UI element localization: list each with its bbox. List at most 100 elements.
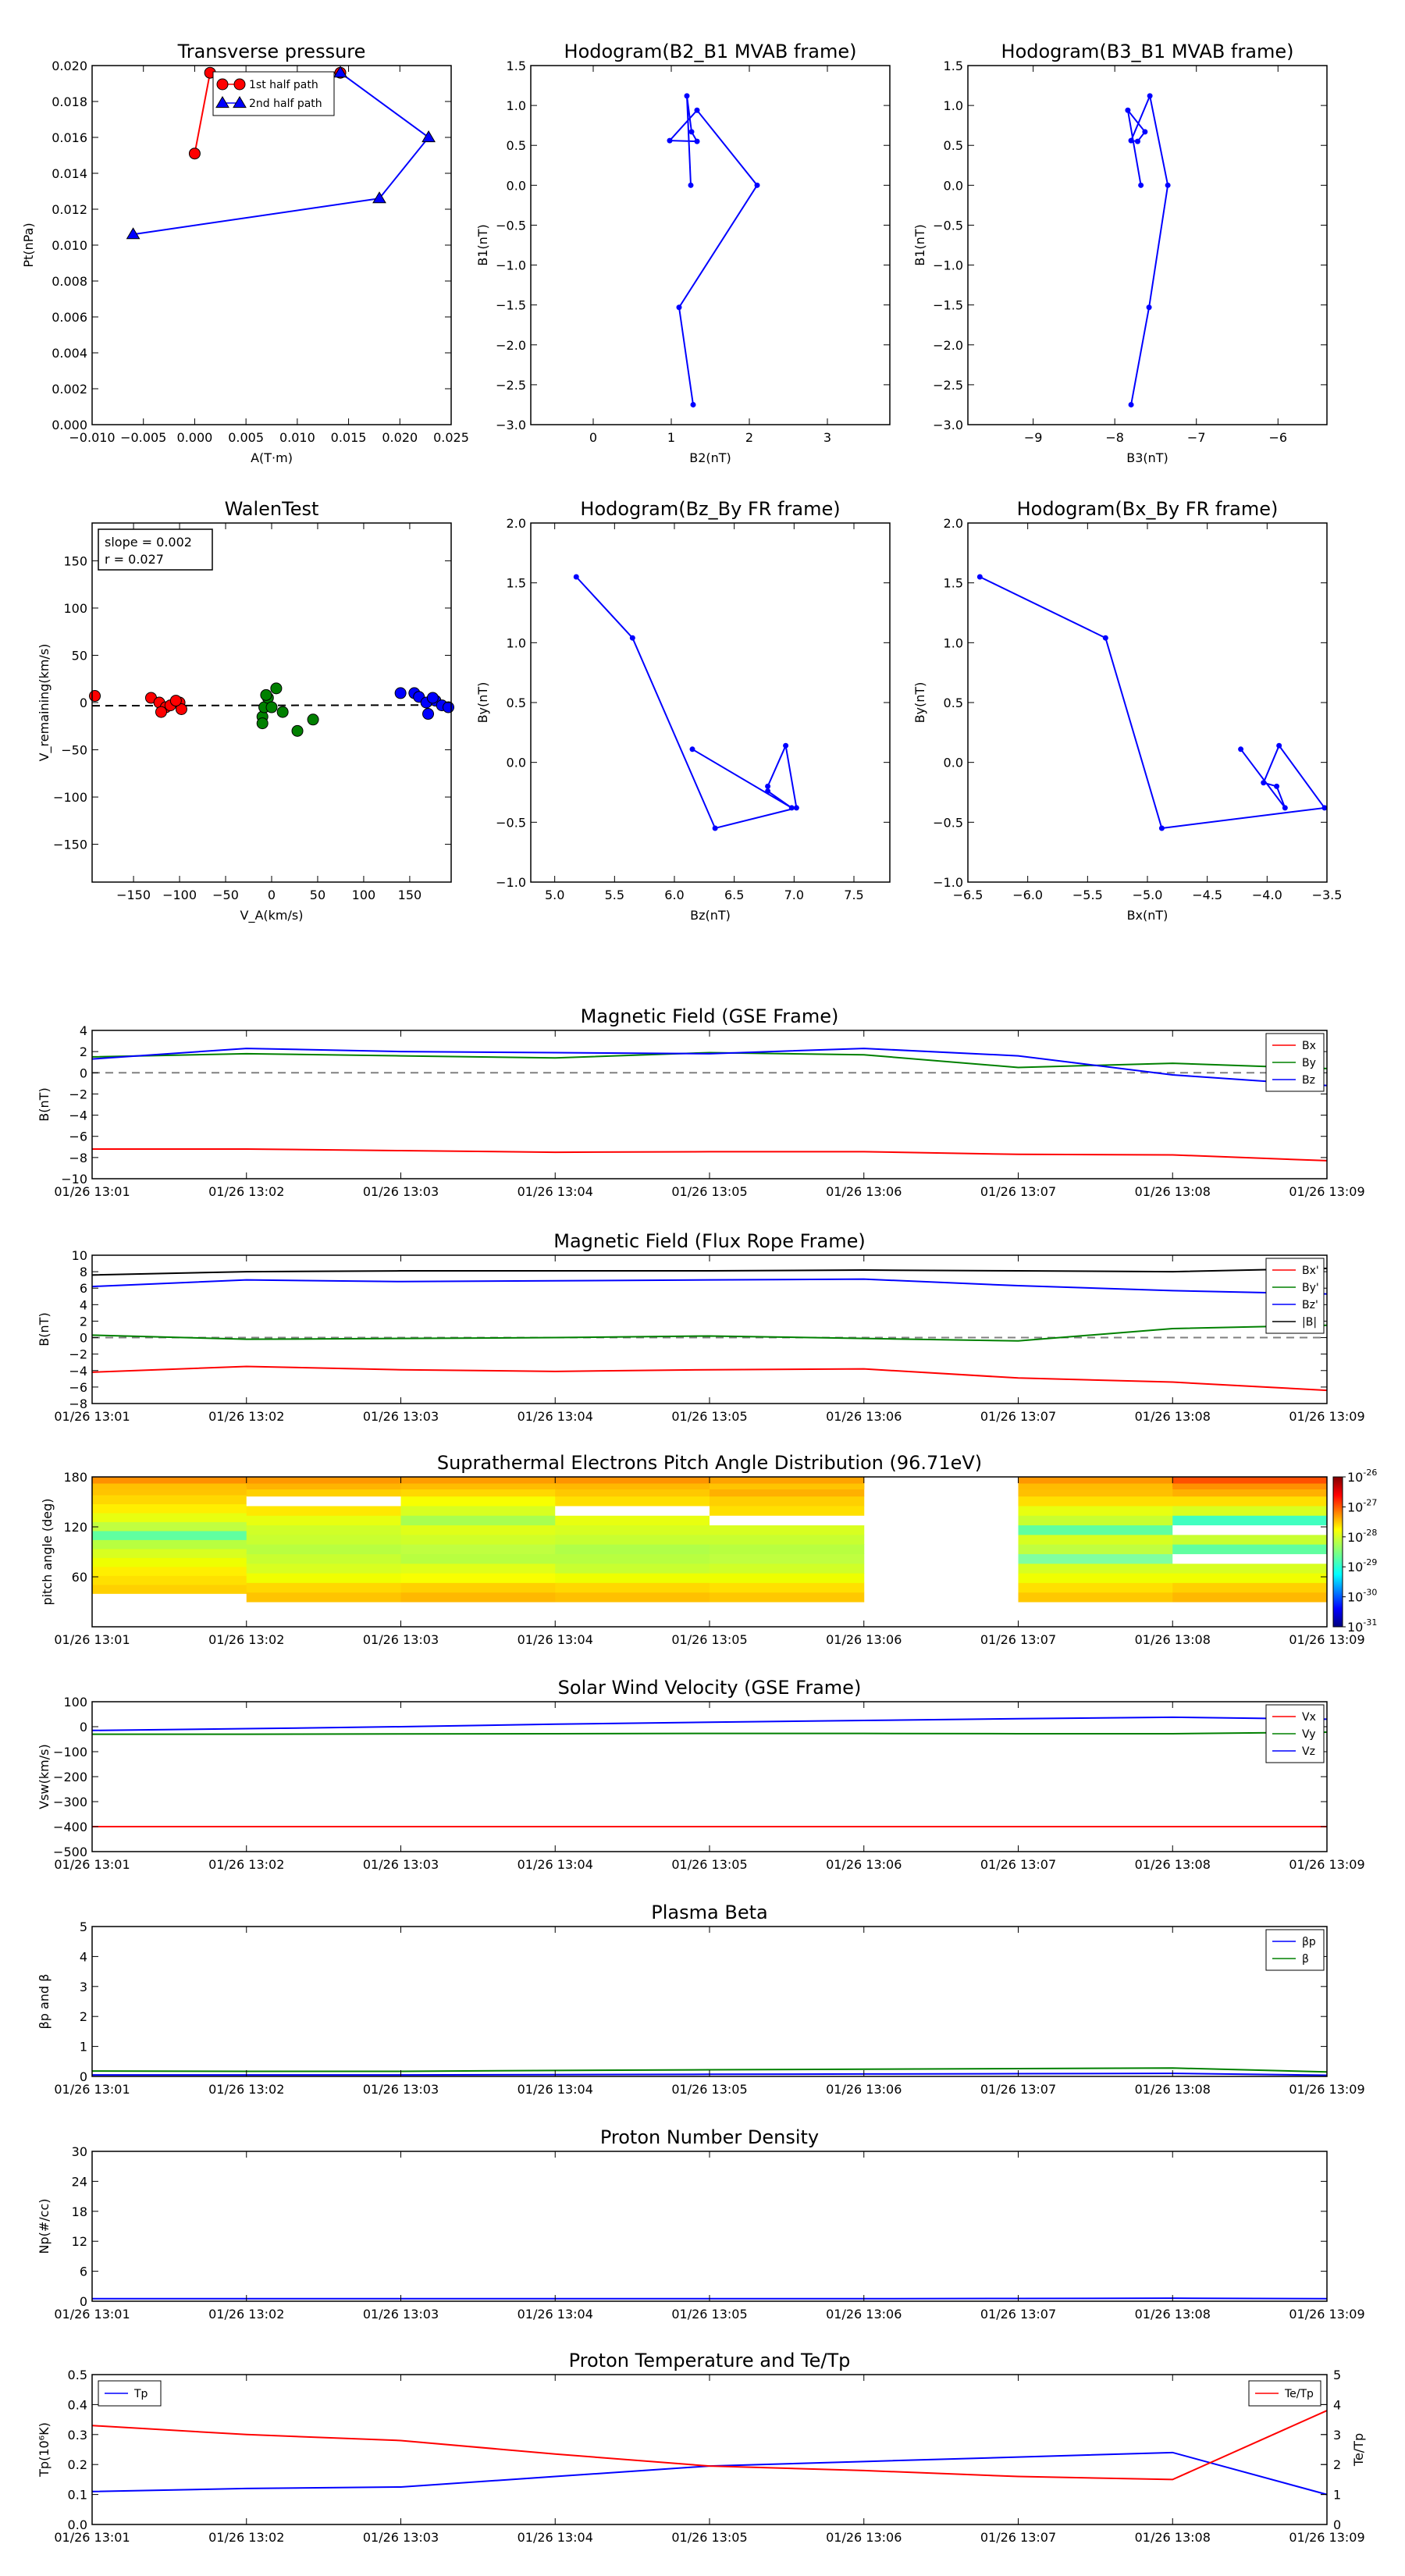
data-point (573, 574, 579, 580)
data-point (783, 742, 789, 749)
plot-frame (91, 65, 452, 425)
data-point (372, 191, 386, 204)
x-tick-label: 0.020 (382, 430, 418, 445)
data-point (256, 717, 269, 730)
y-tick-label: −0.5 (496, 218, 526, 233)
heatmap-cell (1172, 1534, 1328, 1545)
y-tick-label: −2.0 (933, 338, 963, 353)
x-tick-label: 7.0 (784, 888, 804, 902)
y-axis-label: B1(nT) (912, 224, 927, 266)
y-tick-label: −400 (53, 1820, 87, 1834)
chart-title: Plasma Beta (651, 1902, 767, 1923)
heatmap-cell (92, 1485, 247, 1496)
y-tick-label: 5 (80, 1920, 87, 1934)
heatmap-cell (246, 1515, 401, 1526)
data-point (676, 304, 682, 311)
y-tick-label: −1.0 (496, 258, 526, 273)
legend-box (1265, 1258, 1325, 1334)
x-tick-label: 01/26 13:02 (208, 2307, 284, 2322)
x-tick-label: 01/26 13:04 (518, 1632, 593, 1647)
y-tick-label: 0.016 (52, 130, 87, 145)
heatmap-cell (400, 1592, 556, 1603)
series-line (575, 576, 798, 830)
x-tick-label: −150 (116, 888, 151, 902)
data-point (169, 695, 182, 707)
x-tick-label: 01/26 13:01 (54, 2307, 130, 2322)
x-tick-label: 5.5 (605, 888, 624, 902)
y-tick-label: −1.5 (933, 298, 963, 313)
data-point (188, 148, 201, 160)
colorbar-label: 10-26 (1347, 1468, 1377, 1485)
data-point (265, 701, 278, 713)
x-tick-label: 01/26 13:02 (208, 2082, 284, 2097)
data-point (1238, 746, 1244, 753)
y-tick-label: 150 (63, 553, 87, 568)
y-tick-label: −2 (69, 1087, 87, 1101)
chart-title: Hodogram(Bx_By FR frame) (1017, 498, 1279, 520)
x-tick-label: 1 (667, 430, 675, 445)
data-point (1321, 805, 1328, 811)
heatmap-cell (1018, 1483, 1173, 1489)
data-point (629, 635, 635, 641)
heatmap-cell (246, 1573, 401, 1583)
x-tick-label: −7 (1187, 430, 1206, 445)
y-tick-label: 0.5 (507, 696, 526, 710)
heatmap-cell (555, 1553, 710, 1564)
x-tick-label: 01/26 13:03 (363, 1632, 439, 1647)
heatmap-cell (1172, 1573, 1328, 1583)
chart-title: WalenTest (225, 498, 319, 520)
data-point (1134, 138, 1140, 144)
heatmap-cell (1172, 1515, 1328, 1526)
data-point (1142, 129, 1148, 135)
legend-entry: Bx (1302, 1040, 1316, 1052)
y-axis-label-right: Te/Tp (1351, 2433, 1366, 2467)
legend-entry: βp (1302, 1936, 1316, 1948)
legend-entry: Vx (1302, 1711, 1316, 1724)
plot-frame (91, 2374, 1328, 2525)
data-point (89, 690, 101, 703)
heatmap-cell (1018, 1592, 1173, 1603)
x-tick-label: 01/26 13:07 (980, 2530, 1056, 2545)
data-point (1276, 742, 1282, 749)
heatmap-cell (710, 1573, 865, 1583)
legend-entry: β (1302, 1953, 1309, 1966)
y-tick-label: 0.4 (68, 2397, 87, 2412)
y-tick-label: 2.0 (944, 516, 963, 531)
y-tick-label: −6 (69, 1130, 87, 1144)
legend-entry: Bz (1302, 1074, 1315, 1087)
y-tick-label: 6 (80, 2265, 87, 2279)
x-tick-label: 150 (398, 888, 422, 902)
x-tick-label: −6.5 (953, 888, 984, 902)
heatmap-cell (710, 1496, 865, 1507)
data-point (270, 682, 283, 695)
data-point (688, 182, 694, 188)
x-tick-label: 01/26 13:01 (54, 2082, 130, 2097)
legend-box (212, 71, 335, 116)
heatmap-cell (710, 1563, 865, 1574)
y-tick-label: 4 (80, 1949, 87, 1964)
x-tick-label: 01/26 13:06 (826, 1184, 902, 1199)
chart-walen-test: WalenTest −150 −100 −50 0 50 100 150 −150 −100 −50… (37, 498, 454, 923)
series-line (92, 1148, 1328, 1162)
x-tick-label: 01/26 13:08 (1135, 1184, 1211, 1199)
y-tick-label: 0.002 (52, 382, 87, 397)
y-tick-label-right: 1 (1333, 2488, 1341, 2503)
data-point (426, 692, 439, 704)
plot-frame (91, 1926, 1328, 2077)
heatmap-cell (246, 1592, 401, 1603)
y-tick-label: 0.0 (507, 756, 526, 770)
y-tick-label: −8 (69, 1397, 87, 1411)
x-tick-label: 01/26 13:01 (54, 1409, 130, 1424)
y-tick-label: −10 (61, 1172, 87, 1187)
y-tick-label: 0 (80, 2294, 87, 2309)
x-axis-label: B3(nT) (1126, 450, 1168, 465)
y-tick-label: 1.5 (507, 59, 526, 73)
x-tick-label: 5.0 (545, 888, 564, 902)
data-point (1147, 93, 1153, 99)
chart-title: Hodogram(B2_B1 MVAB frame) (564, 41, 857, 62)
x-tick-label: 0 (589, 430, 597, 445)
series-line (92, 1731, 1328, 1735)
x-tick-label: 01/26 13:07 (980, 1632, 1056, 1647)
y-tick-label: 3 (80, 1980, 87, 1994)
chart-hodogram-b2-b1: Hodogram(B2_B1 MVAB frame) 0 1 2 3 −3.0 −2.5 −2… (475, 41, 891, 465)
